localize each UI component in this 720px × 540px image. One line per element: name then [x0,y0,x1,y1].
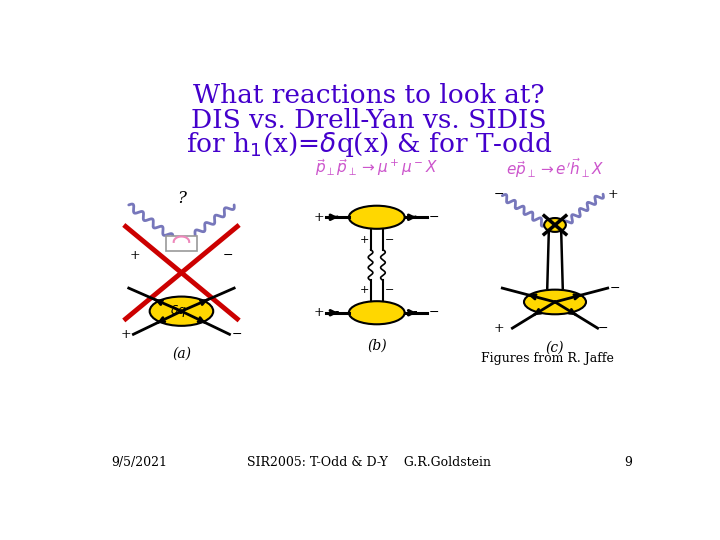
Text: +: + [360,235,369,245]
Text: +: + [314,306,325,319]
Text: (a): (a) [172,347,191,361]
Ellipse shape [349,206,405,229]
Text: $e\vec{p}_\perp \rightarrow e^\prime\vec{h}_\perp X$: $e\vec{p}_\perp \rightarrow e^\prime\vec… [506,156,604,180]
Text: ?: ? [177,190,186,207]
Text: −: − [384,285,394,295]
Text: −: − [429,306,439,319]
Text: +: + [360,285,369,295]
Text: 9/5/2021: 9/5/2021 [112,456,168,469]
Text: SIR2005: T-Odd & D-Y    G.R.Goldstein: SIR2005: T-Odd & D-Y G.R.Goldstein [247,456,491,469]
Ellipse shape [544,218,566,232]
Text: +: + [130,249,140,262]
Text: −: − [222,249,233,262]
Text: −: − [232,328,243,341]
Ellipse shape [150,296,213,326]
Text: −: − [429,211,439,224]
Text: +: + [314,211,325,224]
Text: Figures from R. Jaffe: Figures from R. Jaffe [481,353,613,366]
Ellipse shape [349,301,405,325]
Text: −: − [384,235,394,245]
FancyBboxPatch shape [166,236,197,251]
Text: What reactions to look at?: What reactions to look at? [193,83,545,108]
Text: +: + [120,328,131,341]
Text: +: + [608,188,618,201]
Text: $\vec{p}_\perp\vec{p}_\perp \rightarrow \mu^+\mu^-X$: $\vec{p}_\perp\vec{p}_\perp \rightarrow … [315,158,438,178]
Text: 9: 9 [625,456,632,469]
Text: −: − [611,281,621,295]
Text: (c): (c) [546,341,564,355]
Text: +: + [494,322,505,335]
Text: $\delta$q: $\delta$q [170,303,187,319]
Text: DIS vs. Drell-Yan vs. SIDIS: DIS vs. Drell-Yan vs. SIDIS [192,108,546,133]
Text: (b): (b) [367,339,387,353]
Text: for h$_1$(x)=$\delta$q(x) & for T-odd: for h$_1$(x)=$\delta$q(x) & for T-odd [186,130,552,159]
Text: −: − [494,188,505,201]
Ellipse shape [524,289,586,314]
Text: −: − [598,322,608,335]
